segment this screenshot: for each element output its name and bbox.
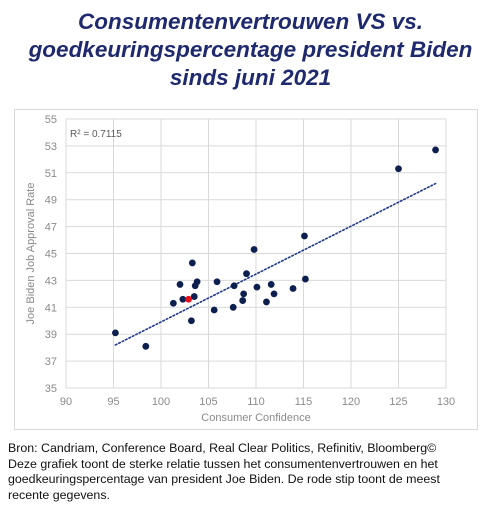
- caption-line: Bron: Candriam, Conference Board, Real C…: [8, 441, 437, 455]
- data-point: [179, 295, 187, 303]
- y-tick-label: 55: [45, 114, 57, 126]
- x-tick-label: 90: [60, 396, 72, 408]
- x-tick-label: 125: [389, 396, 407, 408]
- data-point: [176, 281, 184, 288]
- data-point: [302, 275, 309, 283]
- caption-line: goedkeuringspercentage van president Joe…: [8, 472, 440, 487]
- r-squared-annotation: R² = 0.7115: [70, 129, 122, 140]
- chart-border: [14, 109, 478, 430]
- y-tick-label: 53: [45, 141, 57, 153]
- chart-title: Consumentenvertrouwen VS vs. goedkeuring…: [0, 8, 501, 92]
- data-point: [210, 306, 218, 314]
- x-tick-label: 110: [247, 396, 265, 408]
- data-point: [240, 290, 248, 298]
- data-point: [112, 329, 119, 337]
- data-point: [253, 283, 261, 291]
- scatter-chart-svg: 35 37 39 41 43 45 47 49 51 53 55 90 95 100 105 110 115 12…: [14, 109, 478, 430]
- y-tick-label: 45: [45, 249, 57, 261]
- data-point: [229, 303, 237, 311]
- y-tick-label: 39: [45, 329, 57, 341]
- chart-title-line: sinds juni 2021: [169, 65, 332, 90]
- chart-title-line: goedkeuringspercentage president Biden: [28, 37, 473, 62]
- data-point: [188, 259, 196, 267]
- data-point: [142, 342, 150, 350]
- y-tick-label: 35: [45, 383, 57, 395]
- data-point: [270, 290, 278, 298]
- data-point: [243, 270, 250, 278]
- data-point: [190, 293, 198, 300]
- y-tick-label: 49: [45, 195, 57, 207]
- y-tick-label: 37: [45, 356, 57, 368]
- y-tick-label: 47: [45, 222, 57, 234]
- data-point: [432, 146, 439, 154]
- data-point: [193, 278, 201, 286]
- latest-data-point: [185, 295, 192, 303]
- x-tick-label: 100: [152, 396, 170, 408]
- y-tick-label: 43: [45, 275, 57, 287]
- data-point: [188, 317, 195, 325]
- data-point: [239, 297, 247, 304]
- y-tick-label: 41: [45, 302, 57, 314]
- data-point: [267, 281, 275, 288]
- y-tick-label: 51: [45, 168, 57, 180]
- data-point: [250, 246, 258, 253]
- x-tick-label: 115: [295, 396, 313, 408]
- x-tick-label: 105: [199, 396, 217, 408]
- caption-line: Deze grafiek toont de sterke relatie tus…: [8, 456, 438, 471]
- data-point: [289, 285, 297, 292]
- x-tick-label: 120: [342, 396, 360, 408]
- data-point: [230, 282, 238, 290]
- data-point: [263, 298, 270, 306]
- y-axis-label: Joe Biden Job Approval Rate: [25, 183, 37, 325]
- caption-line: recente gegevens.: [8, 487, 110, 502]
- x-axis-label: Consumer Confidence: [201, 412, 310, 424]
- data-point: [395, 165, 402, 173]
- scatter-chart: 35 37 39 41 43 45 47 49 51 53 55 90 95 100 105 110 115 12…: [14, 109, 478, 430]
- chart-title-line: Consumentenvertrouwen VS vs.: [77, 9, 424, 34]
- trendline: [114, 182, 437, 346]
- x-tick-label: 130: [437, 396, 455, 408]
- chart-caption: Bron: Candriam, Conference Board, Real C…: [8, 441, 496, 503]
- x-tick-label: 95: [107, 396, 119, 408]
- data-point: [169, 299, 177, 307]
- data-point: [213, 278, 221, 286]
- data-point: [301, 232, 308, 240]
